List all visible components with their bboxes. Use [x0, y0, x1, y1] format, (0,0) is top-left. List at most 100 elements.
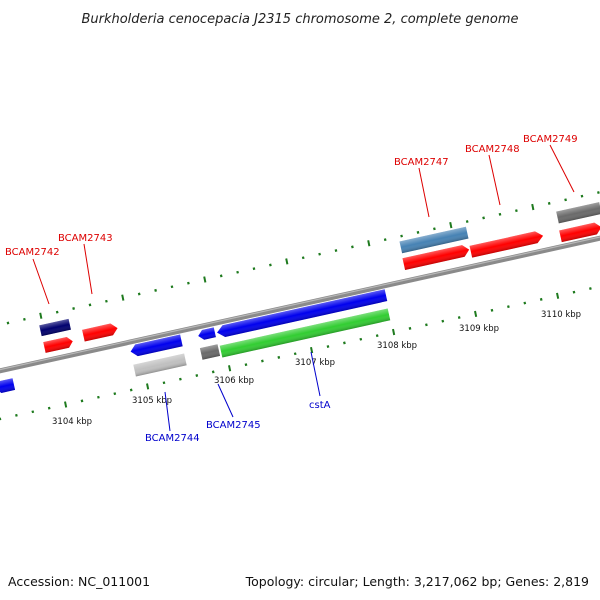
- genome-summary-text: Topology: circular; Length: 3,217,062 bp…: [245, 574, 589, 589]
- minor-tick: [219, 274, 223, 278]
- gene-feature[interactable]: [216, 289, 388, 338]
- minor-tick: [55, 310, 59, 314]
- minor-tick: [547, 201, 551, 205]
- tick-label: 3110 kbp: [541, 310, 581, 320]
- tick-label: 3109 kbp: [459, 324, 499, 334]
- gene-label[interactable]: BCAM2748: [465, 144, 520, 155]
- gene-label[interactable]: BCAM2749: [523, 134, 578, 145]
- inner-tick-ring: [0, 287, 592, 421]
- minor-tick: [179, 377, 182, 381]
- tick-label: 3107 kbp: [295, 358, 335, 368]
- major-tick: [310, 347, 314, 354]
- minor-tick: [23, 317, 26, 321]
- tick-label: 3106 kbp: [214, 376, 254, 386]
- minor-tick: [97, 395, 100, 399]
- minor-tick: [236, 270, 239, 274]
- major-tick: [531, 203, 535, 211]
- minor-tick: [277, 355, 281, 359]
- gene-feature[interactable]: [399, 226, 469, 254]
- minor-tick: [293, 352, 297, 356]
- minor-tick: [490, 308, 494, 312]
- reverse-gene-labels: BCAM2744 BCAM2745 cstA: [145, 351, 331, 444]
- minor-tick: [408, 326, 412, 330]
- minor-tick: [80, 399, 84, 403]
- minor-tick: [597, 191, 600, 194]
- forward-gene-labels: BCAM2742 BCAM2743 BCAM2747 BCAM2748 BCAM…: [5, 134, 578, 305]
- minor-tick: [359, 337, 363, 341]
- minor-tick: [343, 341, 346, 345]
- minor-tick: [523, 301, 527, 305]
- minor-tick: [318, 252, 321, 256]
- minor-tick: [375, 334, 379, 338]
- minor-tick: [589, 287, 592, 290]
- minor-tick: [482, 216, 485, 220]
- reverse-strand-genes: [0, 289, 391, 394]
- gene-label[interactable]: BCAM2744: [145, 433, 200, 444]
- minor-tick: [162, 381, 166, 385]
- minor-tick: [433, 227, 436, 231]
- minor-tick: [572, 290, 576, 294]
- accession-text: Accession: NC_011001: [8, 574, 150, 589]
- major-tick: [228, 365, 232, 372]
- major-tick: [449, 222, 453, 229]
- gene-feature[interactable]: [0, 378, 16, 394]
- minor-tick: [211, 370, 215, 374]
- tick-label: 3104 kbp: [52, 417, 92, 427]
- minor-tick: [244, 363, 248, 367]
- minor-tick: [498, 212, 502, 216]
- gene-feature[interactable]: [469, 230, 545, 258]
- gene-label[interactable]: BCAM2742: [5, 247, 60, 258]
- major-tick: [285, 258, 289, 265]
- minor-tick: [113, 392, 117, 396]
- minor-tick: [187, 281, 190, 285]
- gene-feature[interactable]: [199, 344, 221, 360]
- gene-feature[interactable]: [133, 353, 187, 377]
- gene-label[interactable]: BCAM2747: [394, 157, 449, 168]
- minor-tick: [564, 198, 567, 202]
- minor-tick: [261, 359, 264, 363]
- minor-tick: [88, 303, 92, 307]
- tick-label: 3105 kbp: [132, 396, 172, 406]
- minor-tick: [15, 413, 18, 417]
- minor-tick: [351, 245, 354, 249]
- minor-tick: [72, 307, 75, 310]
- minor-tick: [301, 256, 305, 260]
- minor-tick: [515, 209, 518, 213]
- minor-tick: [416, 230, 420, 234]
- outer-tick-ring: [6, 191, 600, 325]
- gene-feature[interactable]: [219, 308, 391, 358]
- forward-strand-genes: [39, 202, 600, 353]
- minor-tick: [252, 267, 256, 271]
- minor-tick: [195, 374, 199, 377]
- minor-tick: [441, 319, 445, 323]
- major-tick: [121, 294, 125, 301]
- minor-tick: [269, 263, 272, 267]
- gene-feature[interactable]: [197, 327, 216, 340]
- chromosome-backbone: [0, 235, 600, 374]
- major-tick: [556, 292, 560, 299]
- minor-tick: [539, 297, 543, 301]
- major-tick: [64, 401, 68, 408]
- minor-tick: [465, 220, 469, 223]
- gene-feature[interactable]: [559, 221, 600, 243]
- minor-tick: [137, 292, 141, 296]
- gene-feature[interactable]: [39, 318, 71, 337]
- scale-labels: 3104 kbp 3105 kbp 3106 kbp 3107 kbp 3108…: [52, 310, 581, 427]
- minor-tick: [457, 316, 461, 319]
- minor-tick: [326, 345, 330, 348]
- gene-feature[interactable]: [402, 244, 470, 271]
- gene-feature[interactable]: [43, 336, 74, 353]
- gene-feature[interactable]: [129, 334, 183, 358]
- minor-tick: [334, 249, 338, 252]
- gene-label[interactable]: BCAM2745: [206, 420, 261, 431]
- gene-feature[interactable]: [82, 322, 119, 342]
- minor-tick: [400, 234, 403, 238]
- minor-tick: [170, 285, 174, 289]
- minor-tick: [31, 410, 35, 414]
- major-tick: [392, 328, 396, 336]
- gene-label[interactable]: BCAM2743: [58, 233, 113, 244]
- gene-label[interactable]: cstA: [309, 400, 331, 411]
- gene-feature[interactable]: [556, 202, 600, 224]
- minor-tick: [6, 321, 10, 325]
